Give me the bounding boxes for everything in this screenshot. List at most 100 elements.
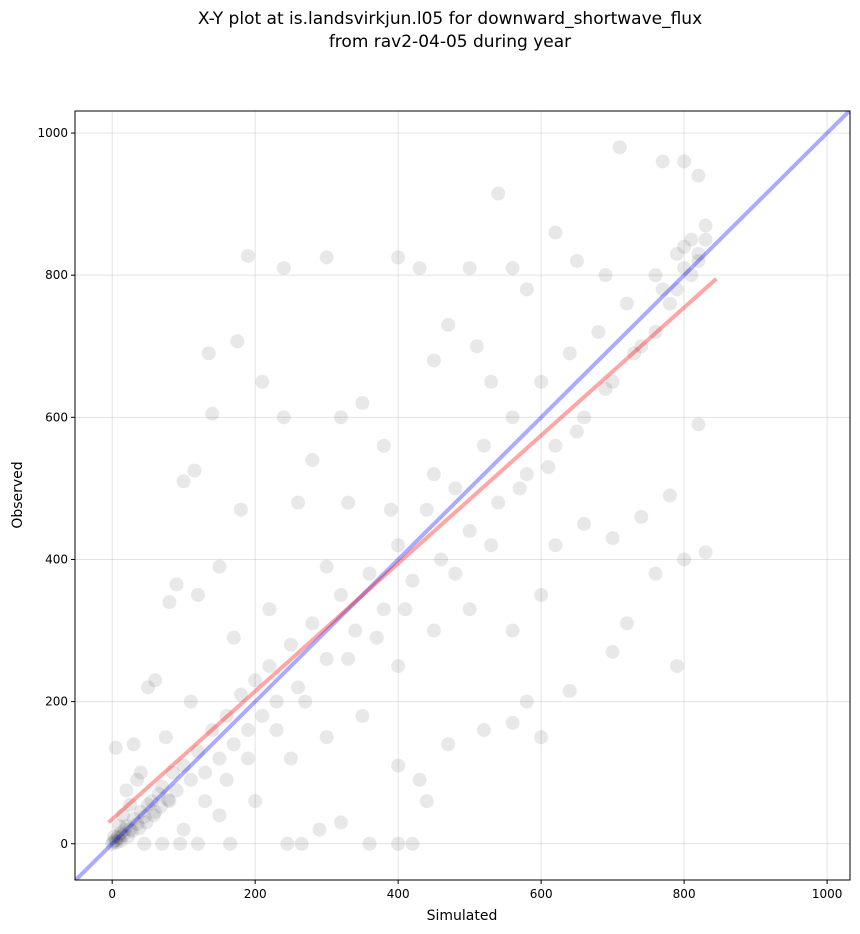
- scatter-point: [419, 794, 434, 809]
- scatter-point: [190, 744, 205, 759]
- scatter-point: [110, 829, 125, 844]
- scatter-point: [319, 651, 334, 666]
- scatter-point: [677, 239, 692, 254]
- scatter-point: [341, 495, 356, 510]
- scatter-point: [291, 680, 306, 695]
- scatter-point: [201, 346, 216, 361]
- scatter-point: [341, 651, 356, 666]
- scatter-point: [283, 637, 298, 652]
- scatter-point: [169, 783, 184, 798]
- scatter-point: [476, 723, 491, 738]
- scatter-point: [484, 538, 499, 553]
- scatter-point: [276, 410, 291, 425]
- scatter-point: [333, 410, 348, 425]
- scatter-point: [241, 751, 256, 766]
- scatter-point: [548, 538, 563, 553]
- x-tick-label: 800: [673, 887, 696, 901]
- scatter-point: [158, 730, 173, 745]
- scatter-point: [262, 659, 277, 674]
- scatter-point: [113, 826, 128, 841]
- scatter-point: [120, 829, 135, 844]
- scatter-point: [126, 737, 141, 752]
- x-tick-label: 200: [244, 887, 267, 901]
- scatter-point: [283, 751, 298, 766]
- scatter-point: [241, 248, 256, 263]
- scatter-point: [691, 253, 706, 268]
- scatter-point: [137, 809, 152, 824]
- scatter-point: [269, 694, 284, 709]
- scatter-point: [140, 797, 155, 812]
- scatter-point: [107, 829, 122, 844]
- fit-line: [75, 111, 850, 880]
- scatter-point: [677, 261, 692, 276]
- scatter-point: [319, 559, 334, 574]
- scatter-point: [612, 140, 627, 155]
- scatter-point: [505, 623, 520, 638]
- scatter-point: [119, 783, 134, 798]
- scatter-point: [130, 816, 145, 831]
- y-tick-label: 200: [45, 695, 68, 709]
- scatter-point: [448, 566, 463, 581]
- scatter-point: [669, 659, 684, 674]
- scatter-point: [548, 438, 563, 453]
- scatter-point: [412, 261, 427, 276]
- scatter-point: [298, 694, 313, 709]
- scatter-point: [160, 792, 175, 807]
- scatter-point: [305, 616, 320, 631]
- scatter-point: [106, 834, 121, 849]
- scatter-point: [505, 261, 520, 276]
- scatter-point: [369, 630, 384, 645]
- scatter-point: [130, 772, 145, 787]
- scatter-point: [569, 253, 584, 268]
- scatter-point: [190, 836, 205, 851]
- scatter-point: [462, 261, 477, 276]
- scatter-point: [280, 836, 295, 851]
- scatter-point: [115, 828, 130, 843]
- scatter-point: [605, 531, 620, 546]
- scatter-point: [248, 673, 263, 688]
- scatter-point: [534, 588, 549, 603]
- plot-area: [75, 111, 850, 880]
- scatter-point: [648, 268, 663, 283]
- scatter-point: [255, 708, 270, 723]
- y-tick-label: 0: [60, 837, 68, 851]
- scatter-point: [698, 218, 713, 233]
- scatter-point: [187, 463, 202, 478]
- scatter-point: [669, 282, 684, 297]
- scatter-point: [118, 822, 133, 837]
- scatter-point: [132, 821, 147, 836]
- x-tick-label: 0: [108, 887, 116, 901]
- scatter-point: [348, 623, 363, 638]
- scatter-point: [634, 339, 649, 354]
- scatter-point: [669, 246, 684, 261]
- scatter-point: [398, 602, 413, 617]
- scatter-point: [176, 822, 191, 837]
- grid: [75, 111, 850, 880]
- scatter-point: [384, 502, 399, 517]
- scatter-point: [441, 317, 456, 332]
- scatter-point: [491, 186, 506, 201]
- scatter-point: [476, 438, 491, 453]
- scatter-point: [212, 559, 227, 574]
- x-tick-label: 1000: [812, 887, 843, 901]
- scatter-point: [655, 282, 670, 297]
- scatter-point: [519, 282, 534, 297]
- scatter-point: [698, 232, 713, 247]
- scatter-point: [233, 687, 248, 702]
- scatter-point: [219, 772, 234, 787]
- scatter-point: [362, 836, 377, 851]
- scatter-point: [113, 833, 128, 848]
- scatter-point: [169, 577, 184, 592]
- scatter-point: [151, 787, 166, 802]
- scatter-point: [241, 723, 256, 738]
- scatter-point: [391, 758, 406, 773]
- scatter-point: [162, 794, 177, 809]
- scatter-point: [230, 334, 245, 349]
- scatter-point: [627, 346, 642, 361]
- scatter-point: [391, 250, 406, 265]
- scatter-point: [376, 602, 391, 617]
- scatter-point: [562, 346, 577, 361]
- scatter-point: [691, 168, 706, 183]
- scatter-point: [505, 715, 520, 730]
